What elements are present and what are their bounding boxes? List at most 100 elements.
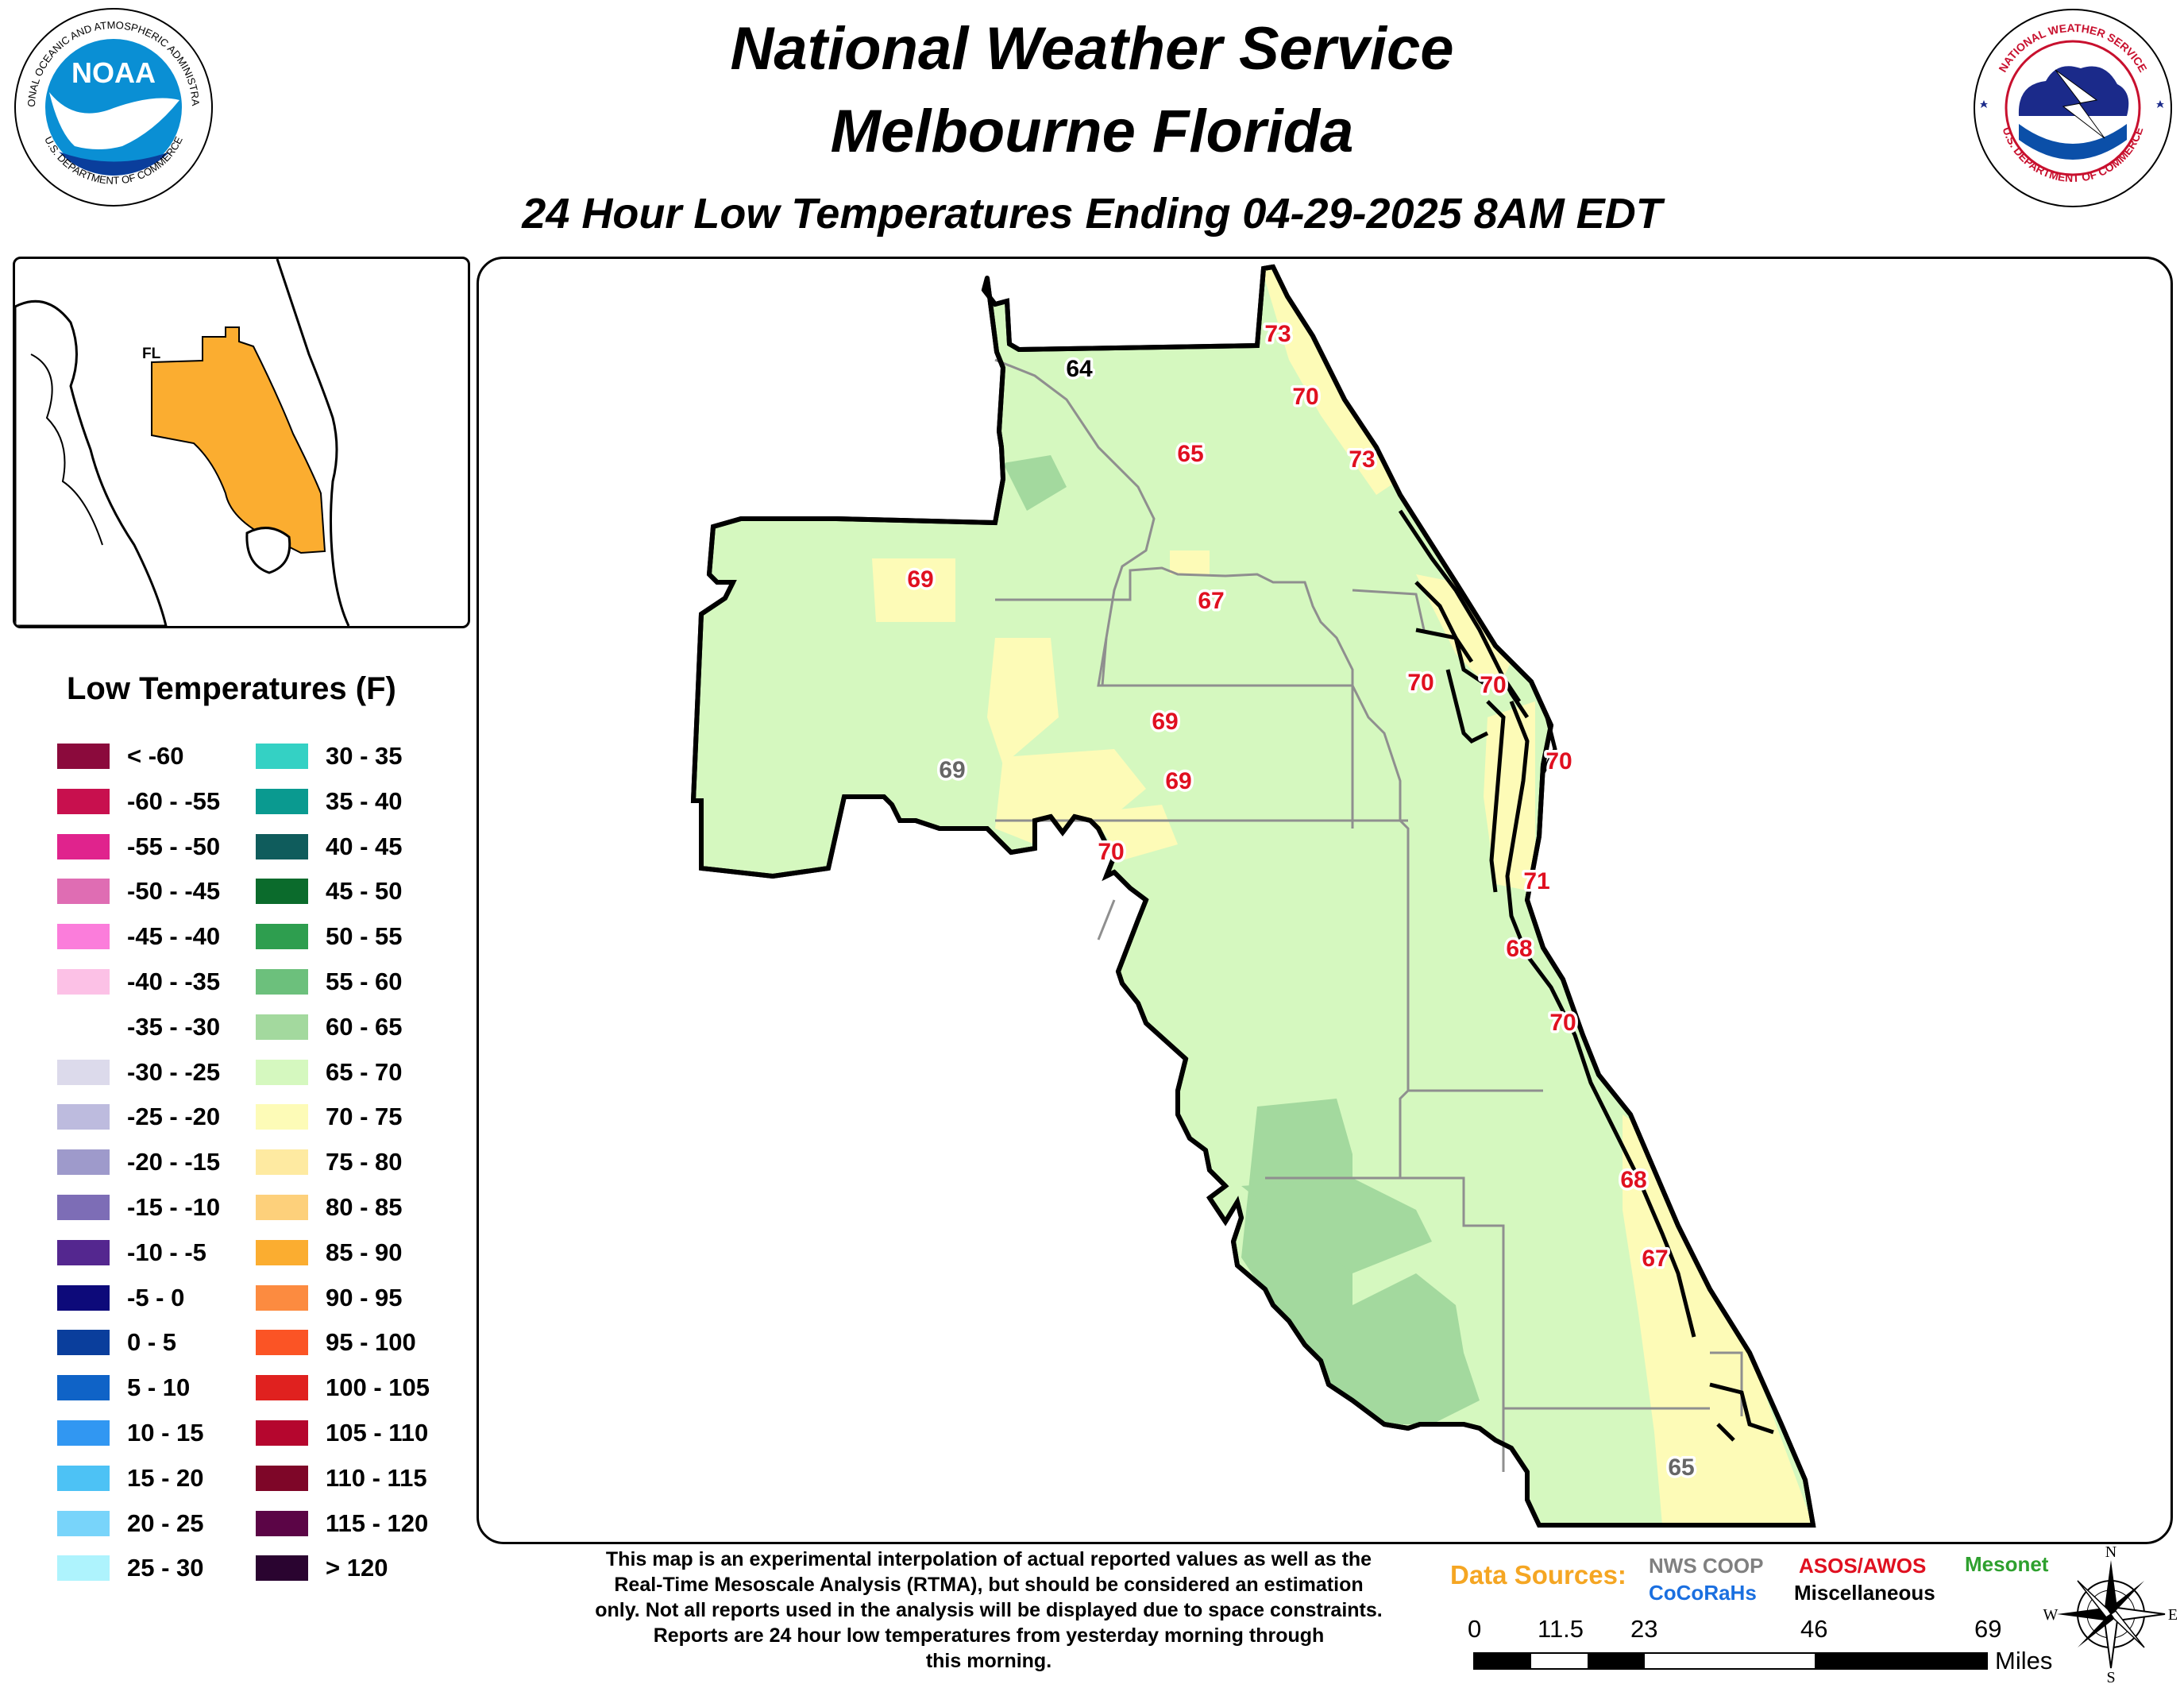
legend-label: 110 - 115 (326, 1463, 427, 1492)
legend-swatch (57, 1555, 110, 1582)
disclaimer-line: Reports are 24 hour low temperatures fro… (653, 1624, 1325, 1647)
legend-swatch (57, 1330, 110, 1356)
legend-item: 5 - 10 (57, 1372, 190, 1404)
station-temperature-label: 70 (1480, 672, 1506, 698)
legend-item: 60 - 65 (256, 1011, 403, 1043)
legend-swatch (57, 879, 110, 905)
noaa-logo-text: NOAA (71, 56, 156, 89)
legend-item: 70 - 75 (256, 1101, 403, 1133)
legend-swatch (256, 1149, 308, 1176)
legend-swatch (57, 1375, 110, 1401)
legend-item: 35 - 40 (256, 786, 403, 817)
legend-label: 90 - 95 (326, 1283, 403, 1311)
legend-item: > 120 (256, 1552, 388, 1584)
legend-item: 110 - 115 (256, 1462, 427, 1494)
disclaimer-line: only. Not all reports used in the analys… (595, 1599, 1383, 1621)
legend-item: 0 - 5 (57, 1327, 176, 1358)
legend-swatch (57, 1014, 110, 1040)
legend-swatch (57, 1059, 110, 1085)
legend-item: -25 - -20 (57, 1101, 220, 1133)
legend-swatch (256, 1420, 308, 1446)
legend-swatch (57, 744, 110, 769)
legend-label: 55 - 60 (326, 968, 403, 995)
legend-label: -50 - -45 (127, 877, 221, 906)
legend-label: 5 - 10 (127, 1373, 191, 1402)
legend-swatch (57, 788, 110, 814)
legend-label: -55 - -50 (127, 832, 221, 860)
legend-item: 115 - 120 (256, 1508, 428, 1539)
station-temperature-label: 69 (939, 757, 965, 783)
legend-swatch (57, 1195, 110, 1220)
source-mesonet: Mesonet (1965, 1552, 2049, 1576)
legend-swatch (256, 879, 308, 905)
scale-tick-label: 46 (1800, 1615, 1828, 1643)
legend-item: 105 - 110 (256, 1417, 428, 1449)
legend-item: -60 - -55 (57, 786, 220, 817)
compass-n: N (2105, 1544, 2116, 1561)
legend-item: 30 - 35 (256, 740, 403, 772)
source-nws-coop: NWS COOP (1649, 1554, 1764, 1578)
compass-w: W (2043, 1606, 2059, 1624)
legend-item: 75 - 80 (256, 1146, 403, 1178)
legend-item: -40 - -35 (57, 966, 220, 998)
compass-e: E (2168, 1606, 2178, 1624)
station-temperature-label: 68 (1506, 936, 1532, 962)
legend-label: 35 - 40 (326, 786, 403, 815)
legend-item: 65 - 70 (256, 1056, 403, 1088)
station-temperature-label: 70 (1292, 384, 1318, 410)
station-temperature-label: 73 (1349, 446, 1375, 473)
source-miscellaneous: Miscellaneous (1794, 1581, 1935, 1605)
station-temperature-label: 71 (1523, 868, 1549, 894)
legend-label: > 120 (326, 1554, 388, 1582)
legend-label: 25 - 30 (127, 1554, 204, 1582)
legend-swatch (57, 1465, 110, 1491)
disclaimer-line: This map is an experimental interpolatio… (605, 1548, 1372, 1570)
source-cocorahs: CoCoRaHs (1649, 1581, 1757, 1605)
legend-swatch (57, 1104, 110, 1130)
legend-item: -20 - -15 (57, 1146, 220, 1178)
legend-swatch (57, 1149, 110, 1176)
legend-item: -35 - -30 (57, 1011, 220, 1043)
main-map[interactable]: 64 73 70 73 65 69 67 70 70 69 70 69 69 70 71 68 70 68 67 65 (477, 257, 2173, 1544)
legend-label: 100 - 105 (326, 1373, 430, 1402)
scale-tick-label: 11.5 (1538, 1615, 1584, 1643)
page-title: National Weather Service (730, 15, 1454, 83)
legend-item: -15 - -10 (57, 1192, 220, 1223)
coastal-lagoons (1398, 509, 1774, 1442)
station-temperature-label: 67 (1642, 1246, 1668, 1272)
legend-swatch (57, 833, 110, 859)
legend-item: 15 - 20 (57, 1462, 204, 1494)
legend-item: -30 - -25 (57, 1056, 220, 1088)
legend-item: 25 - 30 (57, 1552, 204, 1584)
page-title-office: Melbourne Florida (830, 98, 1354, 165)
legend-label: < -60 (127, 742, 184, 770)
legend-swatch (256, 833, 308, 859)
legend-swatch (57, 1239, 110, 1265)
station-temperature-label: 69 (907, 566, 933, 593)
station-temperature-label: 70 (1407, 670, 1433, 696)
legend-item: 20 - 25 (57, 1508, 204, 1539)
station-temperature-label: 70 (1545, 748, 1572, 774)
region-outline (691, 265, 1815, 1528)
legend-swatch (57, 1510, 110, 1536)
legend-swatch (256, 1059, 308, 1085)
legend-label: 75 - 80 (326, 1148, 403, 1176)
disclaimer-line: this morning. (925, 1650, 1052, 1672)
legend-swatch (256, 1510, 308, 1536)
legend-label: 80 - 85 (326, 1193, 403, 1221)
station-temperature-label: 73 (1264, 321, 1291, 347)
legend-swatch (256, 744, 308, 769)
scale-bar (1473, 1652, 1988, 1670)
legend-item: -10 - -5 (57, 1237, 206, 1269)
legend-swatch (57, 969, 110, 995)
legend-item: 100 - 105 (256, 1372, 430, 1404)
legend-swatch (256, 788, 308, 814)
legend-label: 60 - 65 (326, 1012, 403, 1041)
legend-label: -20 - -15 (127, 1148, 221, 1176)
legend-item: -45 - -40 (57, 921, 220, 952)
legend-item: -5 - 0 (57, 1282, 184, 1314)
legend-label: -10 - -5 (127, 1238, 206, 1266)
legend-label: -30 - -25 (127, 1057, 221, 1086)
inset-locator-map: FL (13, 257, 470, 628)
station-temperature-label: 67 (1198, 588, 1224, 614)
